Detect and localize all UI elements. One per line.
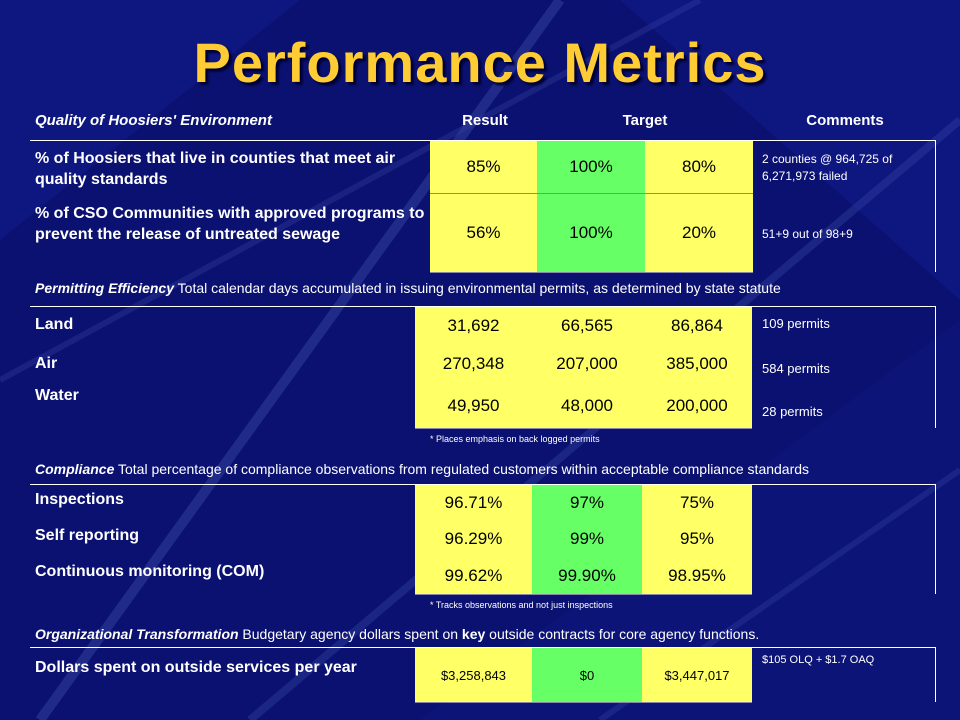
compliance-result-cell: 99.62% (415, 557, 532, 595)
permit-target-cell: 66,565 (532, 307, 642, 346)
table-rule (935, 484, 936, 594)
permit-result-cell: 270,348 (415, 345, 532, 384)
permit-comment: 109 permits (762, 316, 830, 331)
compliance-baseline-cell: 75% (642, 485, 752, 522)
permit-result-cell: 49,950 (415, 383, 532, 429)
transformation-baseline-cell: $3,447,017 (642, 648, 752, 703)
transformation-result-cell: $3,258,843 (415, 648, 532, 703)
permit-baseline-cell: 86,864 (642, 307, 752, 346)
transformation-description: Budgetary agency dollars spent on (238, 626, 462, 642)
compliance-row-label: Self reporting (35, 527, 140, 544)
header-result: Result (462, 112, 508, 129)
transformation-heading: Organizational Transformation Budgetary … (35, 625, 935, 643)
permit-result-cell: 31,692 (415, 307, 532, 346)
quality-row-label: % of Hoosiers that live in counties that… (35, 150, 396, 188)
compliance-row-label: Inspections (35, 491, 124, 508)
permit-baseline-cell: 200,000 (642, 383, 752, 429)
permitting-note: * Places emphasis on back logged permits (430, 434, 600, 444)
quality-comment: 51+9 out of 98+9 (762, 227, 853, 241)
table-rule (935, 306, 936, 428)
permit-comment: 28 permits (762, 404, 823, 419)
table-rule (30, 140, 936, 141)
compliance-result-cell: 96.71% (415, 485, 532, 522)
compliance-heading-label: Compliance (35, 461, 115, 477)
permit-row-label: Water (35, 387, 79, 404)
permitting-description: Total calendar days accumulated in issui… (174, 280, 781, 296)
permit-baseline-cell: 385,000 (642, 345, 752, 384)
compliance-row-label: Continuous monitoring (COM) (35, 563, 265, 580)
table-rule (30, 484, 936, 485)
header-category: Quality of Hoosiers' Environment (35, 112, 272, 129)
compliance-heading: Compliance Total percentage of complianc… (35, 460, 935, 478)
permit-comment: 584 permits (762, 361, 830, 376)
compliance-description: Total percentage of compliance observati… (114, 461, 810, 477)
quality-row-label: % of CSO Communities with approved progr… (35, 205, 425, 243)
permit-target-cell: 207,000 (532, 345, 642, 384)
header-comments: Comments (806, 112, 884, 129)
transformation-comment: $105 OLQ + $1.7 OAQ (762, 654, 875, 666)
transformation-key-word: key (461, 626, 486, 642)
compliance-target-cell: 99.90% (532, 557, 642, 595)
quality-baseline-cell: 20% (645, 194, 753, 273)
table-rule (30, 647, 936, 648)
compliance-target-cell: 99% (532, 521, 642, 558)
permit-target-cell: 48,000 (532, 383, 642, 429)
transformation-row-label: Dollars spent on outside services per ye… (35, 659, 357, 676)
header-target: Target (622, 112, 668, 129)
transformation-description-end: outside contracts for core agency functi… (485, 626, 760, 642)
quality-comment: 2 counties @ 964,725 of 6,271,973 failed (762, 152, 893, 183)
table-rule (935, 140, 936, 272)
compliance-baseline-cell: 95% (642, 521, 752, 558)
permitting-heading: Permitting Efficiency Total calendar day… (35, 279, 935, 297)
table-rule (935, 647, 936, 702)
permit-row-label: Air (35, 355, 58, 372)
permitting-heading-label: Permitting Efficiency (35, 280, 175, 296)
slide-title: Performance Metrics (193, 31, 767, 94)
compliance-target-cell: 97% (532, 485, 642, 522)
table-rule (30, 306, 936, 307)
quality-target-cell: 100% (537, 194, 645, 273)
compliance-baseline-cell: 98.95% (642, 557, 752, 595)
quality-result-cell: 85% (430, 141, 537, 194)
compliance-result-cell: 96.29% (415, 521, 532, 558)
transformation-heading-label: Organizational Transformation (35, 626, 239, 642)
quality-result-cell: 56% (430, 194, 537, 273)
quality-baseline-cell: 80% (645, 141, 753, 194)
quality-target-cell: 100% (537, 141, 645, 194)
permit-row-label: Land (35, 316, 74, 333)
transformation-target-cell: $0 (532, 648, 642, 703)
compliance-note: * Tracks observations and not just inspe… (430, 600, 613, 610)
